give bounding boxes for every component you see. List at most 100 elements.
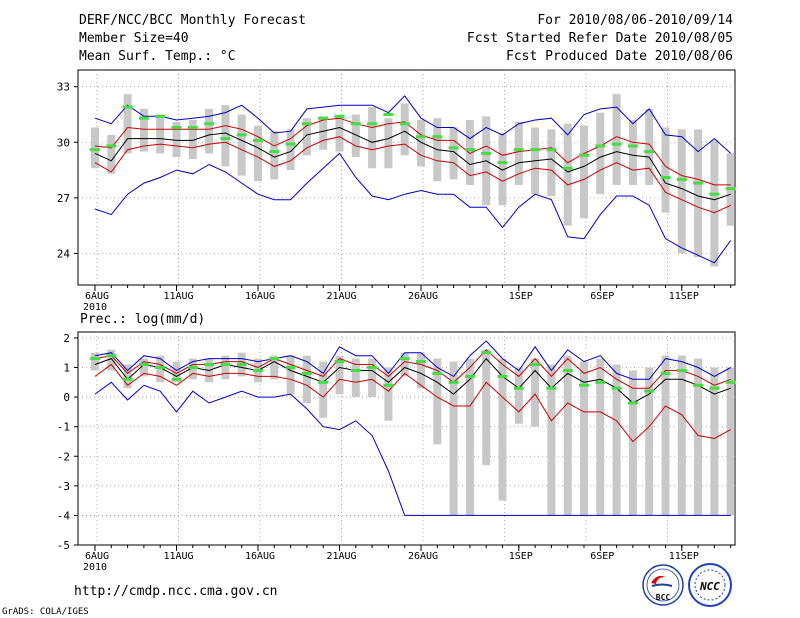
box-day-25 (498, 133, 507, 206)
box-day-34 (645, 367, 654, 516)
obs-mark-23 (464, 374, 475, 378)
box-day-21 (433, 358, 442, 445)
series-mean-line (94, 126, 731, 201)
box-day-11 (270, 131, 279, 180)
obs-mark-30 (579, 383, 589, 387)
box-day-0 (91, 352, 99, 371)
obs-mark-25 (497, 374, 508, 378)
x-tick-label: 6AUG (85, 551, 109, 562)
obs-mark-6 (187, 125, 198, 129)
series-mean-line (94, 357, 731, 404)
x-tick-label: 6AUG (85, 291, 109, 302)
box-day-26 (514, 367, 523, 424)
series-min-line (94, 152, 732, 264)
box-day-9 (237, 114, 246, 176)
header-right: For 2010/08/06-2010/09/14 Fcst Started R… (467, 13, 733, 64)
ncc-logo-text: NCC (699, 580, 720, 593)
box-day-29 (563, 123, 572, 226)
box-day-24 (482, 349, 491, 466)
obs-mark-12 (285, 142, 296, 146)
y-tick-label: -3 (57, 480, 70, 493)
box-day-35 (661, 355, 670, 516)
obs-mark-27 (530, 363, 541, 367)
obs-mark-14 (318, 380, 329, 384)
y-tick-label: -4 (57, 509, 71, 522)
box-day-8 (221, 355, 230, 380)
obs-mark-26 (513, 148, 524, 152)
header-start-date: Fcst Started Refer Date 2010/08/05 (467, 31, 733, 46)
obs-mark-39 (725, 187, 736, 191)
header-produced-date: Fcst Produced Date 2010/08/06 (506, 49, 733, 64)
y-tick-label: -2 (57, 450, 70, 463)
box-day-14 (319, 361, 328, 418)
box-day-23 (465, 120, 474, 185)
x-tick-label: 11SEP (669, 291, 699, 302)
obs-series (90, 351, 736, 405)
series-min-line (94, 381, 731, 516)
box-day-2 (123, 364, 132, 389)
box-day-20 (417, 352, 425, 389)
box-day-22 (449, 127, 458, 180)
obs-mark-16 (350, 368, 361, 372)
obs-mark-24 (481, 351, 492, 355)
obs-mark-5 (171, 125, 182, 129)
box-day-17 (368, 107, 377, 169)
box-day-32 (612, 94, 621, 185)
obs-mark-21 (432, 371, 443, 375)
box-day-37 (694, 358, 703, 516)
ncc-logo: NCC (688, 563, 732, 607)
obs-mark-9 (236, 363, 247, 367)
box-day-36 (677, 355, 686, 516)
obs-mark-31 (595, 144, 606, 148)
y-tick-label: 27 (57, 192, 70, 205)
obs-mark-7 (204, 363, 215, 367)
x-tick-label: 1SEP (509, 291, 533, 302)
box-day-25 (498, 358, 507, 501)
obs-mark-0 (90, 148, 100, 152)
obs-mark-4 (155, 366, 166, 369)
box-day-1 (107, 349, 116, 371)
series-max-line (94, 95, 732, 154)
obs-mark-2 (122, 105, 133, 109)
box-day-17 (368, 358, 377, 398)
box-day-28 (547, 364, 556, 516)
obs-mark-2 (122, 377, 133, 381)
obs-mark-17 (367, 366, 378, 369)
bcc-logo: BCC (642, 564, 684, 606)
obs-mark-20 (416, 360, 426, 364)
obs-mark-20 (416, 135, 426, 139)
box-day-22 (449, 361, 458, 516)
x-tick-label: 26AUG (408, 291, 438, 302)
obs-mark-21 (432, 135, 443, 139)
box-day-29 (563, 355, 572, 516)
obs-mark-11 (269, 150, 280, 154)
header-member-size: Member Size=40 (79, 31, 189, 46)
obs-mark-37 (693, 181, 704, 185)
series-upper-line (94, 117, 731, 186)
box-day-34 (645, 108, 654, 185)
obs-mark-33 (627, 144, 638, 148)
series-lower-line (94, 136, 731, 214)
obs-mark-22 (448, 380, 459, 384)
obs-mark-10 (253, 138, 263, 142)
y-tick-label: 33 (57, 81, 70, 94)
header-title: DERF/NCC/BCC Monthly Forecast (79, 13, 306, 28)
obs-mark-12 (285, 366, 296, 369)
obs-mark-4 (155, 114, 166, 118)
bcc-logo-text: BCC (656, 593, 671, 602)
x-tick-label: 11SEP (669, 551, 699, 562)
footer-url[interactable]: http://cmdp.ncc.cma.gov.cn (74, 584, 278, 599)
obs-mark-36 (676, 368, 687, 372)
obs-mark-39 (725, 380, 736, 384)
obs-mark-29 (562, 166, 573, 170)
box-day-39 (726, 367, 735, 516)
y-axis: 24 27 30 33 (57, 81, 78, 260)
obs-mark-17 (367, 122, 378, 126)
y-tick-label: -5 (57, 539, 70, 552)
x-tick-label: 11AUG (163, 291, 193, 302)
box-day-33 (628, 370, 637, 516)
box-day-32 (612, 364, 621, 516)
box-day-14 (319, 116, 328, 150)
series-upper-line (94, 349, 731, 389)
